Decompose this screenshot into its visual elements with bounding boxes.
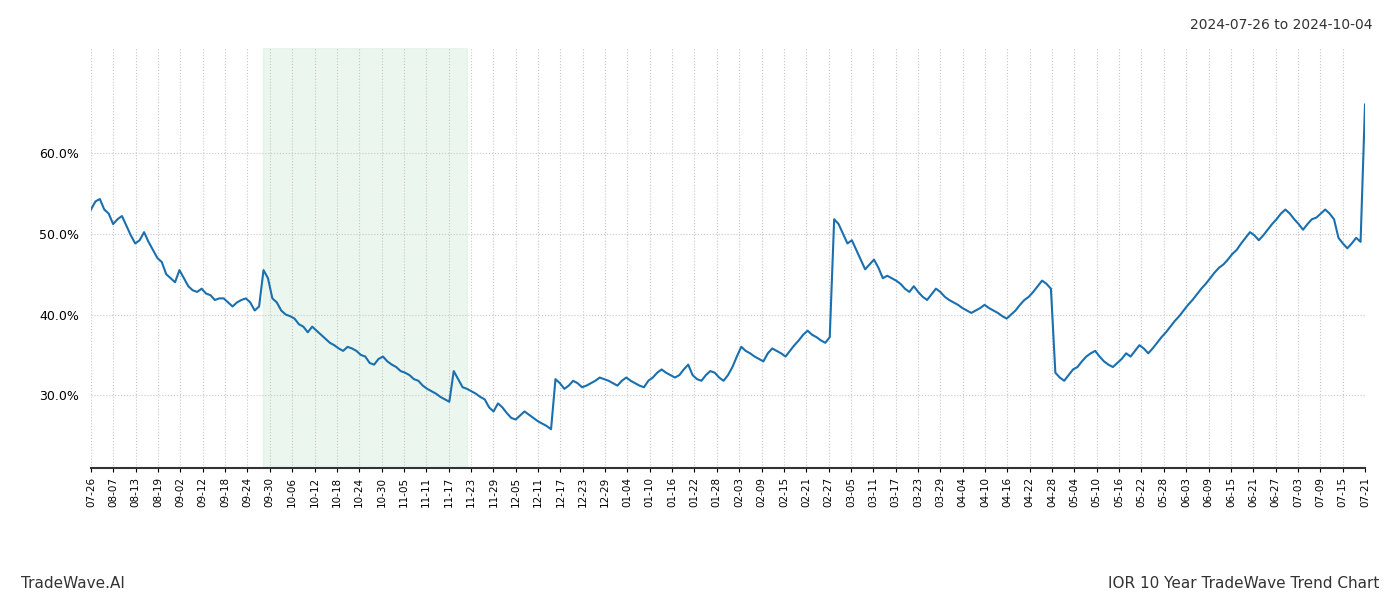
Bar	[263, 48, 466, 468]
Text: TradeWave.AI: TradeWave.AI	[21, 576, 125, 591]
Text: IOR 10 Year TradeWave Trend Chart: IOR 10 Year TradeWave Trend Chart	[1107, 576, 1379, 591]
Text: 2024-07-26 to 2024-10-04: 2024-07-26 to 2024-10-04	[1190, 18, 1372, 32]
